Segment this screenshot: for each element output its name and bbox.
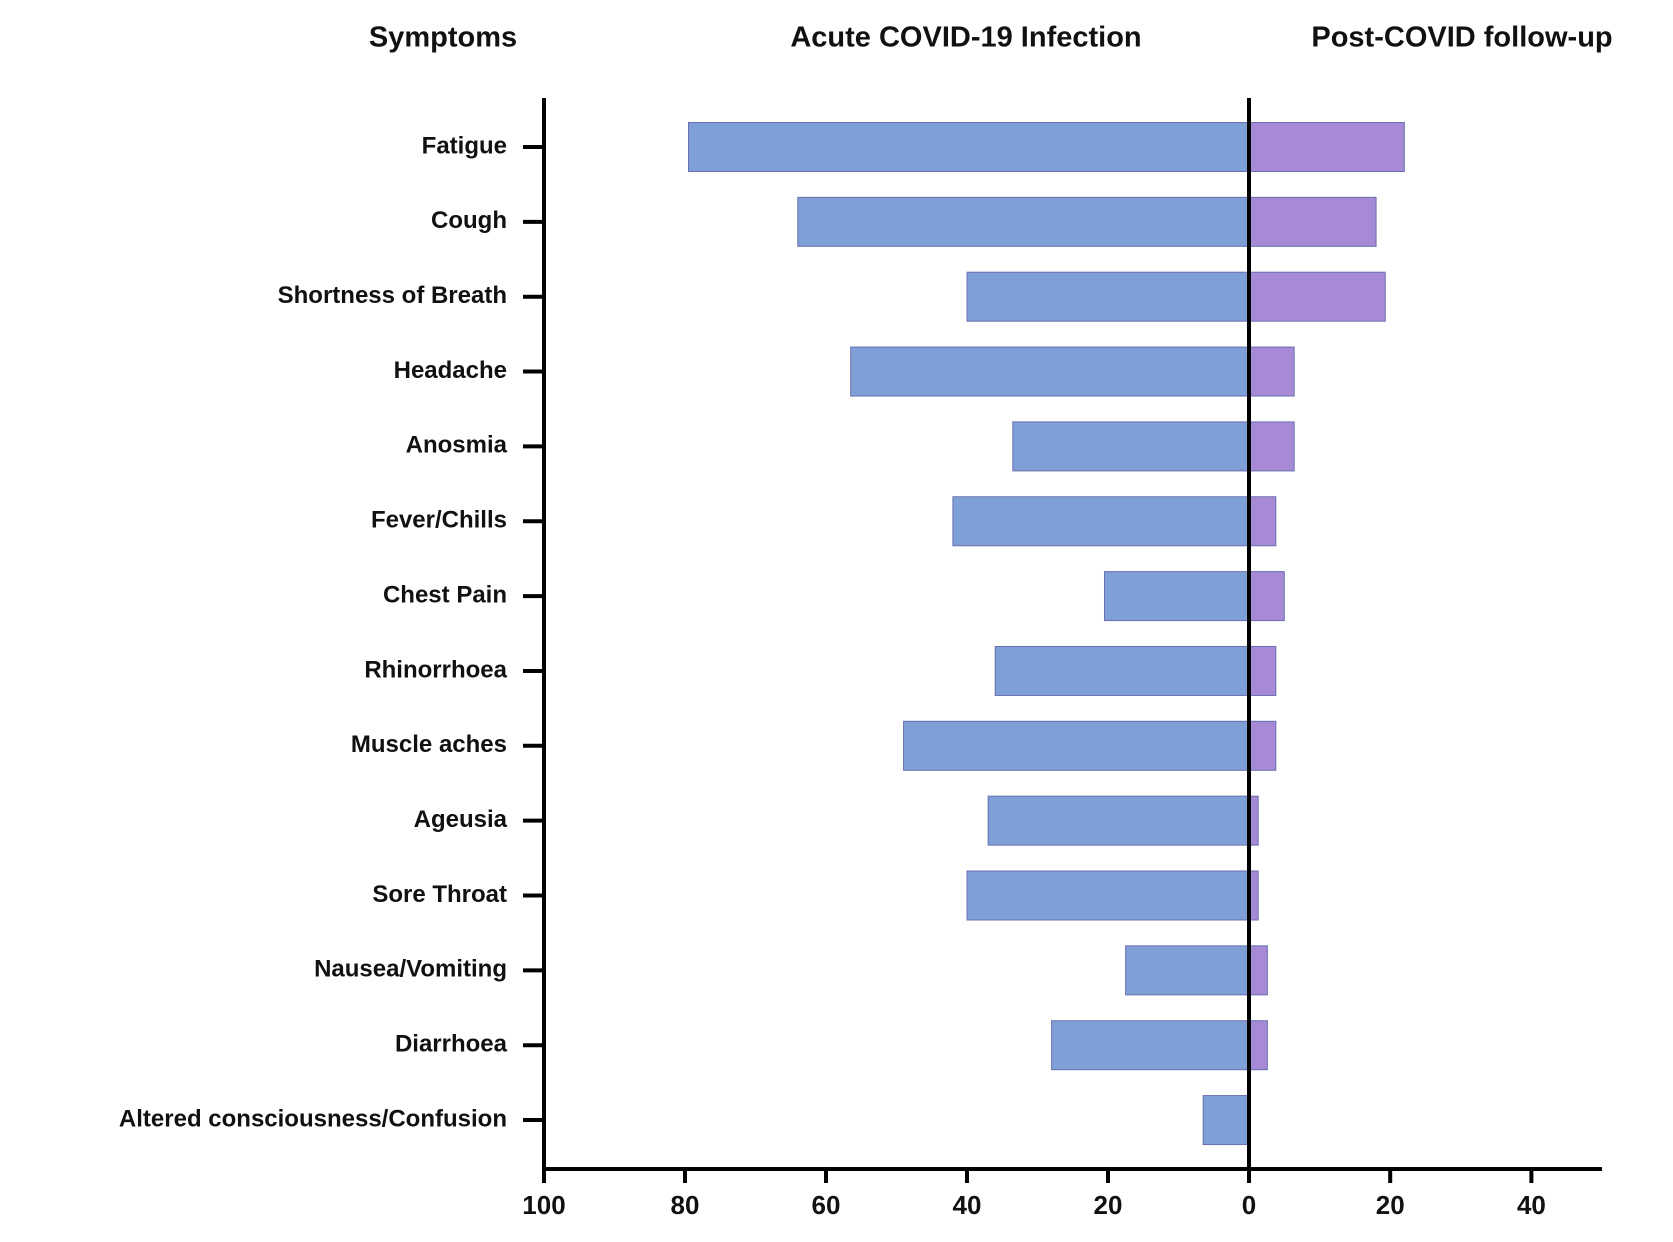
bar — [797, 196, 1250, 247]
category-label: Shortness of Breath — [278, 282, 507, 309]
bar — [1125, 945, 1250, 996]
x-tick-label: 60 — [812, 1190, 841, 1220]
bar — [1248, 271, 1386, 322]
bar — [1012, 421, 1250, 472]
x-tick-label: 80 — [671, 1190, 700, 1220]
category-label: Sore Throat — [372, 881, 507, 908]
bar — [1248, 122, 1405, 172]
x-tick-label: 40 — [1517, 1190, 1546, 1220]
bar — [903, 720, 1250, 771]
series-header: Acute COVID-19 Infection — [790, 22, 1141, 54]
x-tick-label: 40 — [953, 1190, 982, 1220]
category-label: Fatigue — [422, 132, 507, 159]
series-header: Post-COVID follow-up — [1311, 22, 1612, 54]
bar — [1248, 571, 1285, 622]
bar — [1051, 1020, 1250, 1071]
category-label: Headache — [394, 357, 507, 384]
bar — [1248, 945, 1268, 996]
x-tick-label: 20 — [1094, 1190, 1123, 1220]
bar — [1248, 1020, 1268, 1071]
category-label: Rhinorrhoea — [364, 656, 507, 683]
bar — [1248, 645, 1277, 696]
bar — [952, 496, 1250, 547]
category-label: Ageusia — [414, 806, 508, 833]
category-label: Nausea/Vomiting — [314, 956, 507, 983]
bar — [1202, 1095, 1250, 1146]
category-label: Muscle aches — [351, 731, 507, 758]
category-label: Fever/Chills — [371, 507, 507, 534]
x-tick-label: 0 — [1242, 1190, 1256, 1220]
category-label: Cough — [431, 207, 507, 234]
bar — [1103, 571, 1250, 622]
bar — [994, 645, 1250, 696]
category-label: Anosmia — [406, 432, 508, 459]
bar — [1248, 720, 1277, 771]
category-label: Altered consciousness/Confusion — [119, 1105, 507, 1132]
bar — [966, 870, 1250, 921]
bar — [850, 346, 1250, 397]
category-label: Chest Pain — [383, 581, 507, 608]
bar — [1248, 196, 1377, 247]
bar — [1248, 346, 1295, 397]
bar — [688, 122, 1250, 172]
bar — [987, 795, 1250, 846]
x-tick-label: 100 — [522, 1190, 565, 1220]
bar — [966, 271, 1250, 322]
bar — [1248, 496, 1277, 547]
category-label: Diarrhoea — [395, 1031, 508, 1058]
x-tick-label: 20 — [1376, 1190, 1405, 1220]
category-header: Symptoms — [369, 22, 517, 54]
bar — [1248, 421, 1295, 472]
